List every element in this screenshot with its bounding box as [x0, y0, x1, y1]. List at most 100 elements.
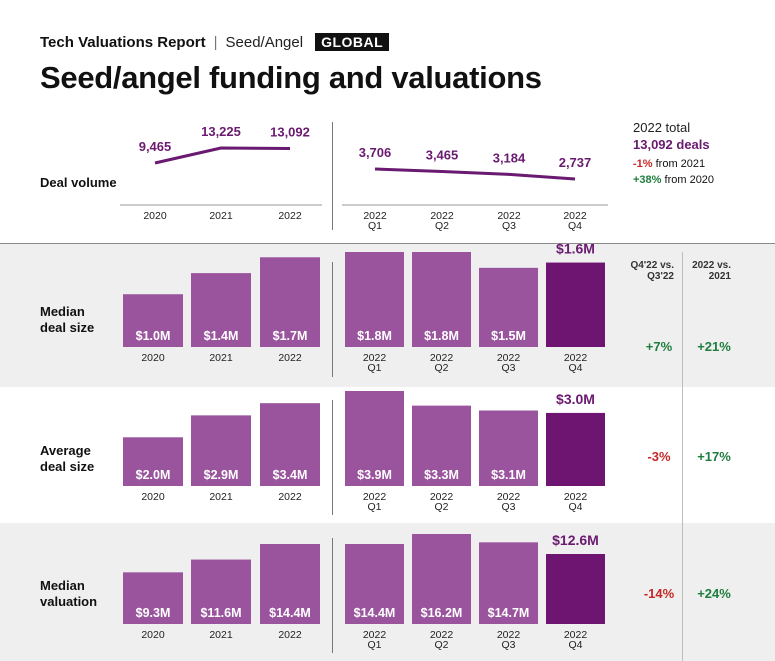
median-valuation-annual-value-label: $9.3M	[136, 606, 171, 620]
deal-volume-quarterly-tick-label-year: 2022	[363, 210, 387, 222]
deal-volume-quarterly-value-label: 2,737	[559, 155, 592, 170]
median-valuation-annual-bar	[260, 544, 320, 624]
section-divider	[0, 243, 775, 244]
median-valuation-annual-value-label: $14.4M	[269, 606, 311, 620]
totals-panel: 2022 total 13,092 deals -1% from 2021 +3…	[633, 120, 714, 186]
median-valuation-quarterly-tick-label-year: 2022	[564, 629, 588, 641]
average-deal-size-quarterly-tick-label-year: 2022	[564, 491, 588, 503]
average-deal-size-quarterly-value-label: $3.9M	[357, 468, 392, 482]
median-deal-size-quarterly-value-label: $1.8M	[357, 329, 392, 343]
average-deal-size-quarterly-tick-label-year: 2022	[363, 491, 387, 503]
deal-volume-quarterly-tick-label-year: 2022	[430, 210, 454, 222]
average-deal-size-quarterly-bar	[345, 391, 404, 486]
deal-volume-annual-value-label: 13,092	[270, 125, 310, 140]
median-valuation-quarterly-value-label: $16.2M	[421, 606, 463, 620]
change-from-2021-pct: -1%	[633, 158, 653, 170]
median-deal-yoy: +21%	[697, 339, 731, 354]
average-deal-size-annual-tick-label: 2022	[278, 491, 302, 503]
change-from-2020-text: from 2020	[664, 174, 715, 186]
median-deal-size-quarterly-bar	[345, 252, 404, 347]
median-valuation-quarterly-tick-label-quarter: Q1	[367, 639, 381, 651]
average-deal-size-quarterly-bar	[479, 410, 538, 486]
report-name: Tech Valuations Report	[40, 33, 206, 51]
average-deal-size-annual-bar	[191, 415, 251, 486]
average-deal-yoy: +17%	[697, 449, 731, 464]
median-deal-size-quarterly-bar	[479, 267, 538, 347]
deal-volume-quarterly-tick-label-quarter: Q2	[435, 220, 449, 232]
change-from-2020-pct: +38%	[633, 174, 662, 186]
average-deal-size-quarterly-tick-label-year: 2022	[497, 491, 521, 503]
yoy-column-header: 2022 vs. 2021	[692, 260, 731, 282]
median-valuation-quarterly-tick-label-quarter: Q2	[434, 639, 448, 651]
totals-label: 2022 total	[633, 120, 691, 135]
deal-volume-quarterly-tick-label-year: 2022	[497, 210, 521, 222]
average-deal-size-annual-bar	[260, 403, 320, 486]
median-valuation-quarterly-tick-label-year: 2022	[497, 629, 521, 641]
median-deal-size-quarterly-tick-label-year: 2022	[363, 352, 387, 364]
median-valuation-quarterly-tick-label-quarter: Q4	[568, 639, 582, 651]
median-valuation-yoy: +24%	[697, 586, 731, 601]
median-valuation-annual-tick-label: 2022	[278, 629, 302, 641]
average-deal-size-quarterly-bar	[546, 412, 605, 486]
deal-volume-quarterly-value-label: 3,465	[426, 147, 459, 162]
period-divider-row2	[332, 262, 333, 377]
median-deal-size-quarterly-tick-label-quarter: Q1	[367, 362, 381, 374]
change-column-divider	[682, 252, 683, 661]
median-valuation-annual-tick-label: 2021	[209, 629, 233, 641]
period-divider-row4	[332, 538, 333, 653]
median-valuation-quarterly-tick-label-quarter: Q3	[501, 639, 515, 651]
median-valuation-quarterly-value-label: $14.4M	[354, 606, 396, 620]
median-deal-size-quarterly-value-label: $1.8M	[424, 329, 459, 343]
median-deal-size-annual-tick-label: 2020	[141, 352, 165, 364]
median-valuation-label: Median valuation	[40, 578, 98, 609]
average-deal-size-quarterly-tick-label-year: 2022	[430, 491, 454, 503]
period-divider-row3	[332, 400, 333, 515]
average-deal-qoq: -3%	[647, 449, 671, 464]
median-valuation-quarterly-bar	[412, 534, 471, 624]
average-deal-size-quarterly-tick-label-quarter: Q4	[568, 501, 582, 513]
deal-volume-annual-line	[154, 146, 291, 165]
median-deal-size-label: Median deal size	[40, 304, 95, 335]
deal-volume-quarterly-tick-label-quarter: Q1	[368, 220, 382, 232]
median-deal-size-quarterly-bar	[412, 252, 471, 347]
region-badge: GLOBAL	[315, 33, 390, 51]
median-deal-size-quarterly-value-label: $1.5M	[491, 329, 526, 343]
median-deal-size-annual-value-label: $1.4M	[204, 329, 239, 343]
page-title: Seed/angel funding and valuations	[40, 60, 542, 95]
median-valuation-annual-bar	[191, 559, 251, 624]
average-deal-size-quarterly-tick-label-quarter: Q2	[434, 501, 448, 513]
average-deal-size-annual-tick-label: 2020	[141, 491, 165, 503]
change-from-2020: +38% from 2020	[633, 174, 714, 186]
deal-volume-quarterly-tick-label-quarter: Q4	[568, 220, 582, 232]
median-valuation-annual-bar	[123, 572, 183, 624]
median-deal-size-quarterly-tick-label-year: 2022	[497, 352, 521, 364]
median-deal-size-quarterly-tick-label-quarter: Q2	[434, 362, 448, 374]
average-deal-size-annual-value-label: $2.9M	[204, 468, 239, 482]
median-deal-size-annual-bar	[260, 257, 320, 347]
median-valuation-annual-tick-label: 2020	[141, 629, 165, 641]
deal-volume-annual-tick-label: 2020	[143, 210, 167, 222]
deal-volume-quarterly-value-label: 3,184	[493, 150, 526, 165]
deal-volume-annual-value-label: 9,465	[139, 139, 172, 154]
qoq-column-header: Q4'22 vs. Q3'22	[630, 260, 674, 282]
median-valuation-quarterly-bar	[546, 554, 605, 624]
median-valuation-qoq: -14%	[643, 586, 675, 601]
deal-volume-label: Deal volume	[40, 175, 117, 190]
header-separator: |	[213, 33, 218, 51]
average-deal-size-annual-tick-label: 2021	[209, 491, 233, 503]
deal-volume-annual-tick-label: 2022	[278, 210, 302, 222]
average-deal-size-quarterly-value-label: $3.0M	[556, 391, 595, 407]
median-deal-size-annual-value-label: $1.0M	[136, 329, 171, 343]
change-from-2021: -1% from 2021	[633, 158, 714, 170]
median-deal-size-annual-bar	[191, 273, 251, 347]
average-deal-size-label: Average deal size	[40, 443, 95, 474]
median-deal-size-annual-value-label: $1.7M	[273, 329, 308, 343]
average-deal-size-quarterly-tick-label-quarter: Q3	[501, 501, 515, 513]
median-valuation-quarterly-tick-label-year: 2022	[363, 629, 387, 641]
deal-volume-quarterly-line	[374, 167, 576, 181]
median-deal-size-quarterly-bar	[546, 262, 605, 347]
average-deal-size-quarterly-bar	[412, 405, 471, 486]
median-valuation-annual-value-label: $11.6M	[200, 606, 241, 620]
average-deal-size-quarterly-value-label: $3.3M	[424, 468, 459, 482]
